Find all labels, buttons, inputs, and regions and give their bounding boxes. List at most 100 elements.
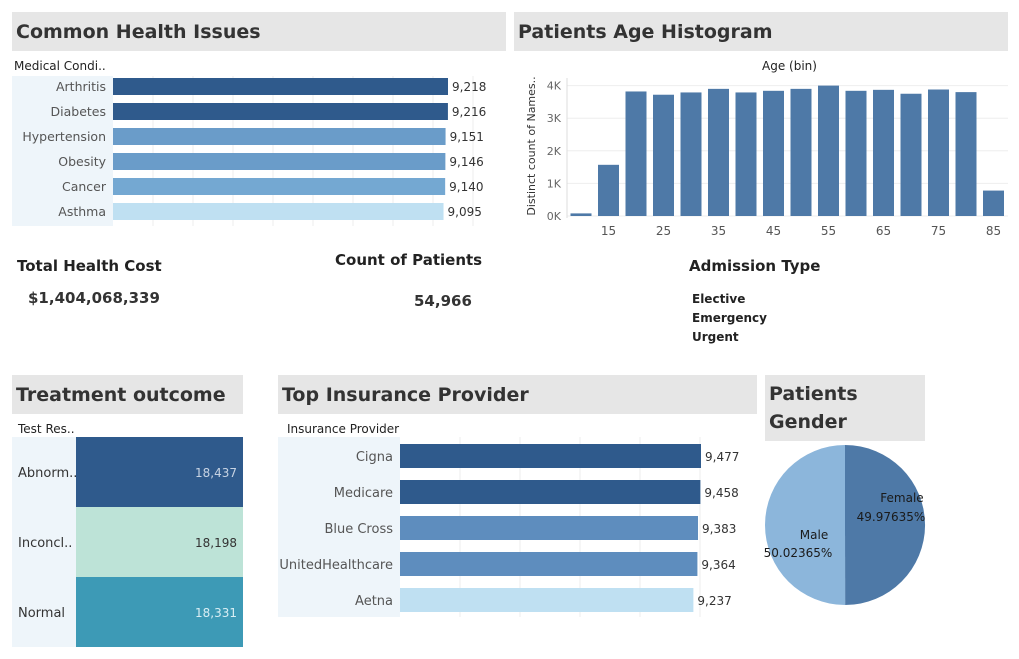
treatment-value-inconcl: 18,198 <box>195 536 237 550</box>
health-bar-hypertension <box>113 128 446 145</box>
health-value-arthritis: 9,218 <box>452 80 486 94</box>
gender-title: Patients Gender <box>765 375 925 441</box>
age-x-tick-75: 75 <box>931 224 946 238</box>
insurance-bar-unitedhealthcare <box>400 552 698 576</box>
age-bar-65 <box>873 89 894 216</box>
gender-title-line1: Patients <box>769 383 858 405</box>
insurance-value-cigna: 9,477 <box>705 450 739 464</box>
age-bar-40 <box>735 92 757 216</box>
age-top-label: Age (bin) <box>762 59 817 73</box>
health-category-obesity: Obesity <box>58 154 106 169</box>
insurance-category-unitedhealthcare: UnitedHealthcare <box>279 558 393 573</box>
insurance-bar-blue-cross <box>400 516 699 540</box>
health-category-hypertension: Hypertension <box>22 129 106 144</box>
age-x-tick-35: 35 <box>711 224 726 238</box>
treatment-category-normal: Normal <box>18 606 65 621</box>
age-bar-45 <box>763 90 784 216</box>
treatment-cell-abnorm <box>76 437 243 507</box>
age-bar-85 <box>983 190 1004 216</box>
health-category-diabetes: Diabetes <box>51 104 107 119</box>
health-category-cancer: Cancer <box>62 179 107 194</box>
admission-title: Admission Type <box>689 257 821 275</box>
treatment-title: Treatment outcome <box>12 375 243 414</box>
admission-item-emergency[interactable]: Emergency <box>692 311 767 325</box>
health-title: Common Health Issues <box>12 12 506 51</box>
age-x-tick-85: 85 <box>986 224 1001 238</box>
age-y-axis-label: Distinct count of Names.. <box>525 76 538 215</box>
gender-value-male: 50.02365% <box>764 546 833 560</box>
health-bar-arthritis <box>113 78 448 95</box>
age-bar-20 <box>625 91 647 216</box>
health-value-asthma: 9,095 <box>448 205 482 219</box>
age-bar-10 <box>570 213 592 216</box>
age-y-tick-3: 3K <box>547 112 562 125</box>
insurance-column-header: Insurance Provider <box>287 422 400 436</box>
insurance-value-unitedhealthcare: 9,364 <box>701 558 735 572</box>
age-bar-35 <box>708 88 729 216</box>
admission-item-urgent[interactable]: Urgent <box>692 330 739 344</box>
treatment-cell-inconcl <box>76 507 243 577</box>
insurance-bar-medicare <box>400 480 701 504</box>
treatment-cell-normal <box>76 577 243 647</box>
age-bar-50 <box>790 88 812 216</box>
health-value-hypertension: 9,151 <box>450 130 484 144</box>
health-category-arthritis: Arthritis <box>56 79 106 94</box>
treatment-category-abnorm: Abnorm.. <box>18 466 77 481</box>
treatment-column-header: Test Res.. <box>18 422 75 436</box>
treatment-value-normal: 18,331 <box>195 606 237 620</box>
health-value-cancer: 9,140 <box>449 180 483 194</box>
age-bar-15 <box>598 164 619 216</box>
admission-item-elective[interactable]: Elective <box>692 292 746 306</box>
total-cost-label: Total Health Cost <box>17 257 162 275</box>
insurance-bar-cigna <box>400 444 701 468</box>
age-y-tick-4: 4K <box>547 80 562 93</box>
patients-count-label: Count of Patients <box>335 251 483 269</box>
insurance-value-aetna: 9,237 <box>697 594 731 608</box>
insurance-category-medicare: Medicare <box>334 486 393 501</box>
insurance-category-aetna: Aetna <box>355 594 393 609</box>
gender-title-line2: Gender <box>769 411 847 433</box>
age-y-tick-0: 0K <box>547 210 562 223</box>
insurance-title: Top Insurance Provider <box>278 375 757 414</box>
age-x-tick-15: 15 <box>601 224 616 238</box>
age-x-tick-25: 25 <box>656 224 671 238</box>
treatment-value-abnorm: 18,437 <box>195 466 237 480</box>
age-bar-70 <box>900 93 922 216</box>
age-bar-60 <box>845 90 867 216</box>
age-x-tick-65: 65 <box>876 224 891 238</box>
treatment-category-inconcl: Inconcl.. <box>18 536 72 551</box>
age-y-tick-2: 2K <box>547 145 562 158</box>
health-bar-diabetes <box>113 103 448 120</box>
health-category-asthma: Asthma <box>58 204 106 219</box>
age-bar-80 <box>955 92 977 216</box>
insurance-category-cigna: Cigna <box>356 450 393 465</box>
health-column-header: Medical Condi.. <box>14 59 106 73</box>
insurance-category-blue-cross: Blue Cross <box>324 522 393 537</box>
gender-value-female: 49.97635% <box>857 510 926 524</box>
age-bar-30 <box>680 92 702 216</box>
insurance-value-medicare: 9,458 <box>704 486 738 500</box>
gender-label-female: Female <box>880 491 923 505</box>
treatment-label-column-bg <box>12 437 76 647</box>
age-bar-75 <box>928 89 949 216</box>
health-bar-obesity <box>113 153 446 170</box>
health-bar-cancer <box>113 178 446 195</box>
gender-slice-male <box>765 445 846 605</box>
gender-label-male: Male <box>800 528 828 542</box>
insurance-value-blue-cross: 9,383 <box>702 522 736 536</box>
age-x-tick-55: 55 <box>821 224 836 238</box>
patients-count-value: 54,966 <box>414 292 472 310</box>
health-label-column-bg <box>12 76 113 226</box>
insurance-label-column-bg <box>278 437 400 617</box>
total-cost-value: $1,404,068,339 <box>28 289 160 307</box>
age-title: Patients Age Histogram <box>514 12 1008 51</box>
insurance-bar-aetna <box>400 588 694 612</box>
health-bar-asthma <box>113 203 444 220</box>
health-value-obesity: 9,146 <box>449 155 483 169</box>
gender-slice-female <box>845 444 926 605</box>
